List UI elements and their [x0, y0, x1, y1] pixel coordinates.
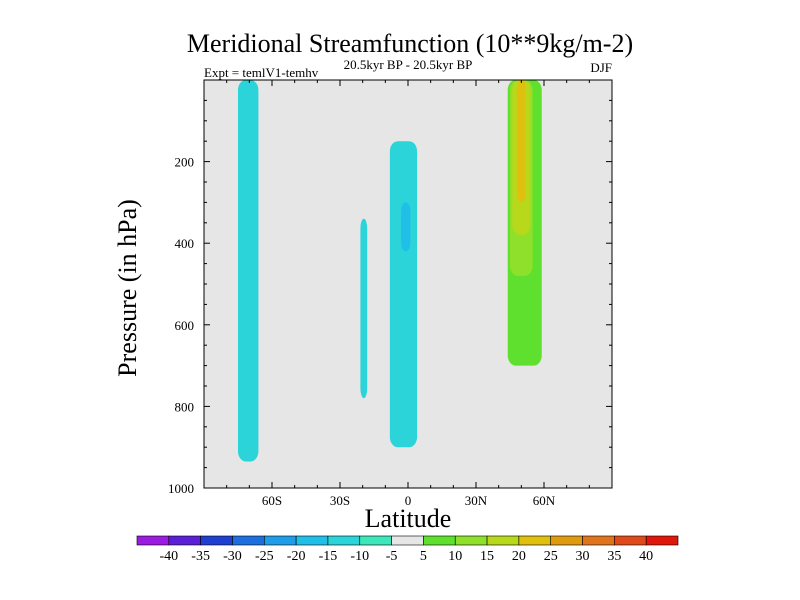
y-tick-label: 1000	[168, 481, 194, 496]
y-tick-label: 200	[175, 155, 195, 170]
colorbar-label: -20	[287, 549, 306, 564]
axis-ticks: 60S 30S 0 30N 60N 200 400 600 800 1000	[168, 79, 613, 508]
colorbar-swatch	[518, 535, 552, 546]
contour-equatorial-core	[401, 202, 411, 252]
y-tick-label: 600	[175, 318, 195, 333]
colorbar-label: 5	[420, 549, 427, 564]
x-tick-label: 30N	[465, 493, 488, 508]
y-tick-label: 400	[175, 236, 195, 251]
x-tick-label: 30S	[330, 493, 350, 508]
colorbar-swatch	[423, 535, 456, 546]
y-tick-label: 800	[175, 399, 195, 414]
colorbar-label: 25	[544, 549, 558, 564]
colorbar-swatch	[359, 535, 392, 546]
colorbar-swatch	[486, 535, 520, 546]
colorbar-label: -25	[255, 549, 274, 564]
colorbar-label: -10	[350, 549, 369, 564]
colorbar-label: 20	[512, 549, 526, 564]
chart-title: Meridional Streamfunction (10**9kg/m-2)	[187, 29, 633, 58]
contour-nh-midlat-jet-25	[516, 80, 526, 203]
contour-sh-high-lat-negative	[238, 80, 259, 462]
colorbar-label: 30	[576, 549, 590, 564]
colorbar-swatch	[200, 535, 233, 546]
colorbar-label: 35	[607, 549, 621, 564]
colorbar-swatch	[263, 535, 297, 546]
colorbar-label: -35	[191, 549, 210, 564]
colorbar-swatch	[391, 535, 424, 546]
x-axis-label: Latitude	[365, 504, 452, 533]
contour-equatorial-negative	[389, 141, 418, 448]
contour-sh-subtropics-negative	[360, 218, 368, 399]
x-tick-label: 60N	[533, 493, 556, 508]
contour-regions	[238, 80, 556, 462]
colorbar-label: -5	[386, 549, 398, 564]
colorbar-label: -15	[319, 549, 338, 564]
colorbar-label: 40	[639, 549, 653, 564]
colorbar-swatch	[645, 535, 679, 546]
x-tick-label: 0	[405, 493, 412, 508]
colorbar-swatch	[136, 535, 170, 546]
colorbar-swatch	[454, 535, 488, 546]
colorbar-label: -40	[159, 549, 178, 564]
y-axis-label: Pressure (in hPa)	[113, 199, 142, 377]
experiment-label: Expt = temlV1-temhv	[204, 65, 319, 80]
colorbar-swatch	[550, 535, 583, 546]
colorbar-swatch	[295, 535, 329, 546]
contour-nh-dot-positive	[444, 171, 448, 175]
colorbar-swatch	[614, 535, 647, 546]
colorbar: -40 -35 -30 -25 -20 -15 -10 -5 5 10 15 20 25 30 35 40	[136, 535, 679, 564]
x-tick-label: 60S	[262, 493, 282, 508]
colorbar-swatch	[232, 535, 265, 546]
colorbar-label: -30	[223, 549, 242, 564]
period-label: 20.5kyr BP - 20.5kyr BP	[344, 57, 473, 72]
colorbar-label: 15	[480, 549, 494, 564]
colorbar-swatch	[582, 535, 615, 546]
colorbar-swatch	[327, 535, 361, 546]
colorbar-swatch	[168, 535, 201, 546]
season-label: DJF	[590, 60, 612, 75]
contour-nh-subtropics-positive	[432, 226, 467, 444]
colorbar-label: 10	[448, 549, 462, 564]
